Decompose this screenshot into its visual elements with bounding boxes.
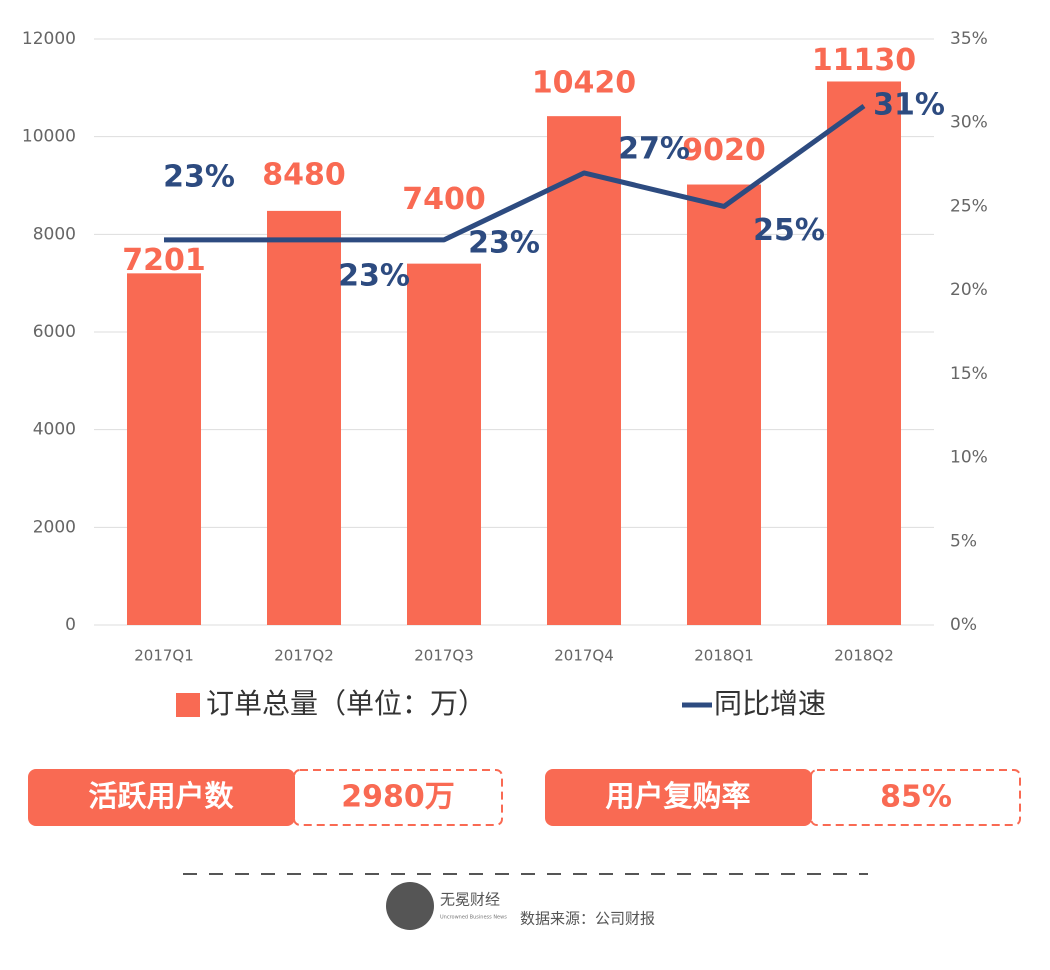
y2-tick-label: 15%: [950, 364, 988, 384]
line-value-label: 25%: [753, 213, 825, 248]
y-tick-label: 2000: [33, 517, 76, 537]
legend-label: 同比增速: [714, 687, 826, 720]
x-tick-label: 2017Q2: [274, 647, 334, 665]
y-tick-label: 4000: [33, 420, 76, 440]
bar-value-label: 10420: [532, 66, 636, 101]
bar: [687, 184, 761, 626]
stat-value: 2980万: [341, 780, 455, 815]
x-tick-label: 2018Q2: [834, 647, 894, 665]
y-tick-label: 12000: [22, 29, 76, 49]
stat-box-label-bg: [545, 769, 812, 826]
line: [164, 103, 866, 243]
bar: [407, 263, 481, 625]
y-tick-label: 10000: [22, 127, 76, 147]
bar-value-label: 11130: [812, 43, 916, 78]
y-tick-label: 8000: [33, 224, 76, 244]
x-tick-label: 2017Q1: [134, 647, 194, 665]
bar-value-label: 9020: [682, 133, 766, 168]
line-value-label: 27%: [618, 131, 690, 166]
x-tick-label: 2018Q1: [694, 647, 754, 665]
source: 数据来源：公司财报: [520, 910, 655, 928]
brand-en: Uncrowned Business News: [440, 915, 507, 921]
y2-tick-label: 20%: [950, 280, 988, 300]
bar: [827, 81, 901, 626]
legend-label: 订单总量（单位：万）: [206, 687, 486, 720]
line-value-label: 23%: [338, 258, 410, 293]
line-value-label: 31%: [873, 87, 945, 122]
line-value-label: 23%: [163, 159, 235, 194]
y-tick-label: 6000: [33, 322, 76, 342]
brand: 无冕财经: [440, 891, 500, 909]
stat-label: 用户复购率: [605, 779, 750, 813]
y2-tick-label: 5%: [950, 531, 977, 551]
y2-tick-label: 30%: [950, 113, 988, 133]
y2-tick-label: 25%: [950, 196, 988, 216]
y2-tick-label: 0%: [950, 615, 977, 635]
stat-label: 活跃用户数: [88, 779, 234, 813]
bar-value-label: 7201: [122, 243, 206, 278]
bar: [267, 210, 341, 626]
bar-value-label: 8480: [262, 157, 346, 192]
legend-swatch: [176, 693, 200, 717]
stat-value: 85%: [880, 780, 952, 815]
line-value-label: 23%: [468, 225, 540, 260]
x-tick-label: 2017Q3: [414, 647, 474, 665]
logo: [386, 882, 434, 930]
y-tick-label: 0: [65, 615, 76, 635]
y2-tick-label: 35%: [950, 29, 988, 49]
bar: [127, 273, 201, 625]
bar: [547, 116, 621, 625]
bar-value-label: 7400: [402, 182, 486, 217]
stat-box-label-bg: [28, 769, 295, 826]
y2-tick-label: 10%: [950, 448, 988, 468]
x-tick-label: 2017Q4: [554, 647, 614, 665]
